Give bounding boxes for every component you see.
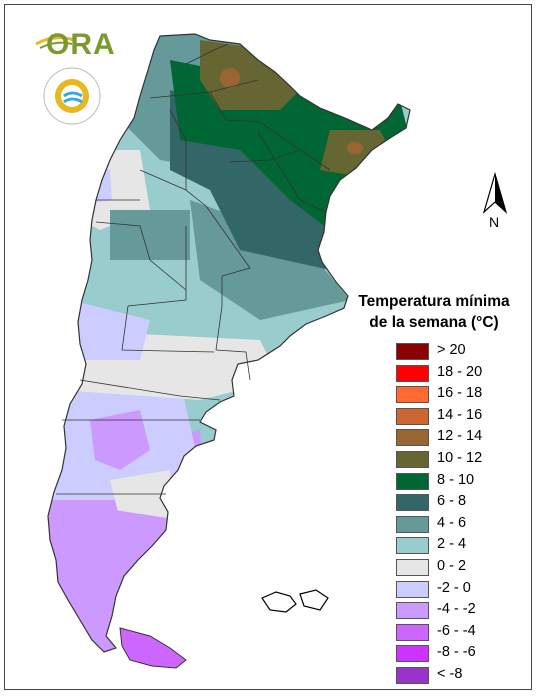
legend-range-label: 18 - 20 bbox=[437, 363, 483, 380]
zone-12-14-spot-east bbox=[347, 142, 363, 154]
legend-range-label: 10 - 12 bbox=[437, 449, 483, 466]
legend-swatch bbox=[396, 623, 429, 641]
legend-item: 8 - 10 bbox=[344, 471, 524, 493]
legend-range-label: -2 - 0 bbox=[437, 579, 471, 596]
legend-range-label: 0 - 2 bbox=[437, 557, 467, 574]
legend-title: Temperatura mínima de la semana (°C) bbox=[344, 291, 524, 333]
legend-item: -4 - -2 bbox=[344, 600, 524, 622]
zone-4-6-cuyo bbox=[110, 210, 190, 260]
ora-logo-text: ORA bbox=[46, 28, 116, 61]
legend-swatch bbox=[396, 580, 429, 598]
legend-item: 18 - 20 bbox=[344, 363, 524, 385]
legend-swatch bbox=[396, 537, 429, 555]
legend-rows: > 20 18 - 20 16 - 18 14 - 16 12 - 14 10 - 12 8… bbox=[344, 341, 524, 687]
legend-item: 14 - 16 bbox=[344, 406, 524, 428]
legend-range-label: < -8 bbox=[437, 665, 463, 682]
legend-swatch bbox=[396, 343, 429, 360]
legend-item: 2 - 4 bbox=[344, 535, 524, 557]
north-arrow-icon bbox=[482, 172, 508, 214]
legend-swatch bbox=[396, 558, 429, 576]
legend-range-label: -4 - -2 bbox=[437, 601, 476, 618]
legend-item: < -8 bbox=[344, 665, 524, 687]
smn-logo bbox=[43, 67, 101, 125]
legend-item: 16 - 18 bbox=[344, 384, 524, 406]
legend-title-line2: de la semana (°C) bbox=[369, 314, 499, 331]
legend-swatch bbox=[396, 602, 429, 620]
legend-swatch bbox=[396, 407, 429, 425]
legend-swatch bbox=[396, 494, 429, 512]
north-arrow-label: N bbox=[489, 214, 500, 230]
legend-item: 12 - 14 bbox=[344, 427, 524, 449]
legend-swatch bbox=[396, 472, 429, 490]
legend-item: -6 - -4 bbox=[344, 622, 524, 644]
legend-swatch bbox=[396, 666, 429, 684]
legend-range-label: 4 - 6 bbox=[437, 514, 467, 531]
legend-item: 0 - 2 bbox=[344, 557, 524, 579]
legend-range-label: -8 - -6 bbox=[437, 644, 476, 661]
zone-10-12-chaco bbox=[200, 40, 300, 110]
legend-range-label: 6 - 8 bbox=[437, 493, 467, 510]
province-borders bbox=[56, 43, 331, 495]
legend-item: 4 - 6 bbox=[344, 514, 524, 536]
legend-range-label: 12 - 14 bbox=[437, 428, 483, 445]
legend-range-label: > 20 bbox=[437, 342, 466, 358]
legend-swatch bbox=[396, 364, 429, 382]
zone-0-2-south bbox=[110, 470, 170, 520]
legend-range-label: 2 - 4 bbox=[437, 536, 467, 553]
legend-item: 6 - 8 bbox=[344, 492, 524, 514]
legend-item: -2 - 0 bbox=[344, 579, 524, 601]
legend-item: 10 - 12 bbox=[344, 449, 524, 471]
legend-swatch bbox=[396, 386, 429, 404]
legend-item: -8 - -6 bbox=[344, 643, 524, 665]
zone-minus4-minus2-central bbox=[90, 410, 150, 470]
legend-range-label: 14 - 16 bbox=[437, 406, 483, 423]
legend-item: > 20 bbox=[344, 341, 524, 363]
legend-range-label: -6 - -4 bbox=[437, 622, 476, 639]
zone-minus2-0-west bbox=[70, 300, 150, 360]
legend-swatch bbox=[396, 645, 429, 663]
legend: Temperatura mínima de la semana (°C) > 2… bbox=[344, 291, 524, 687]
zone-12-14-spot bbox=[220, 68, 240, 88]
legend-range-label: 8 - 10 bbox=[437, 471, 475, 488]
legend-title-line1: Temperatura mínima bbox=[358, 293, 510, 310]
malvinas-islands bbox=[261, 589, 329, 613]
ora-logo bbox=[35, 36, 75, 49]
legend-swatch bbox=[396, 450, 429, 468]
legend-swatch bbox=[396, 515, 429, 533]
legend-swatch bbox=[396, 429, 429, 447]
tierra-del-fuego-region bbox=[119, 627, 187, 669]
legend-range-label: 16 - 18 bbox=[437, 385, 483, 402]
